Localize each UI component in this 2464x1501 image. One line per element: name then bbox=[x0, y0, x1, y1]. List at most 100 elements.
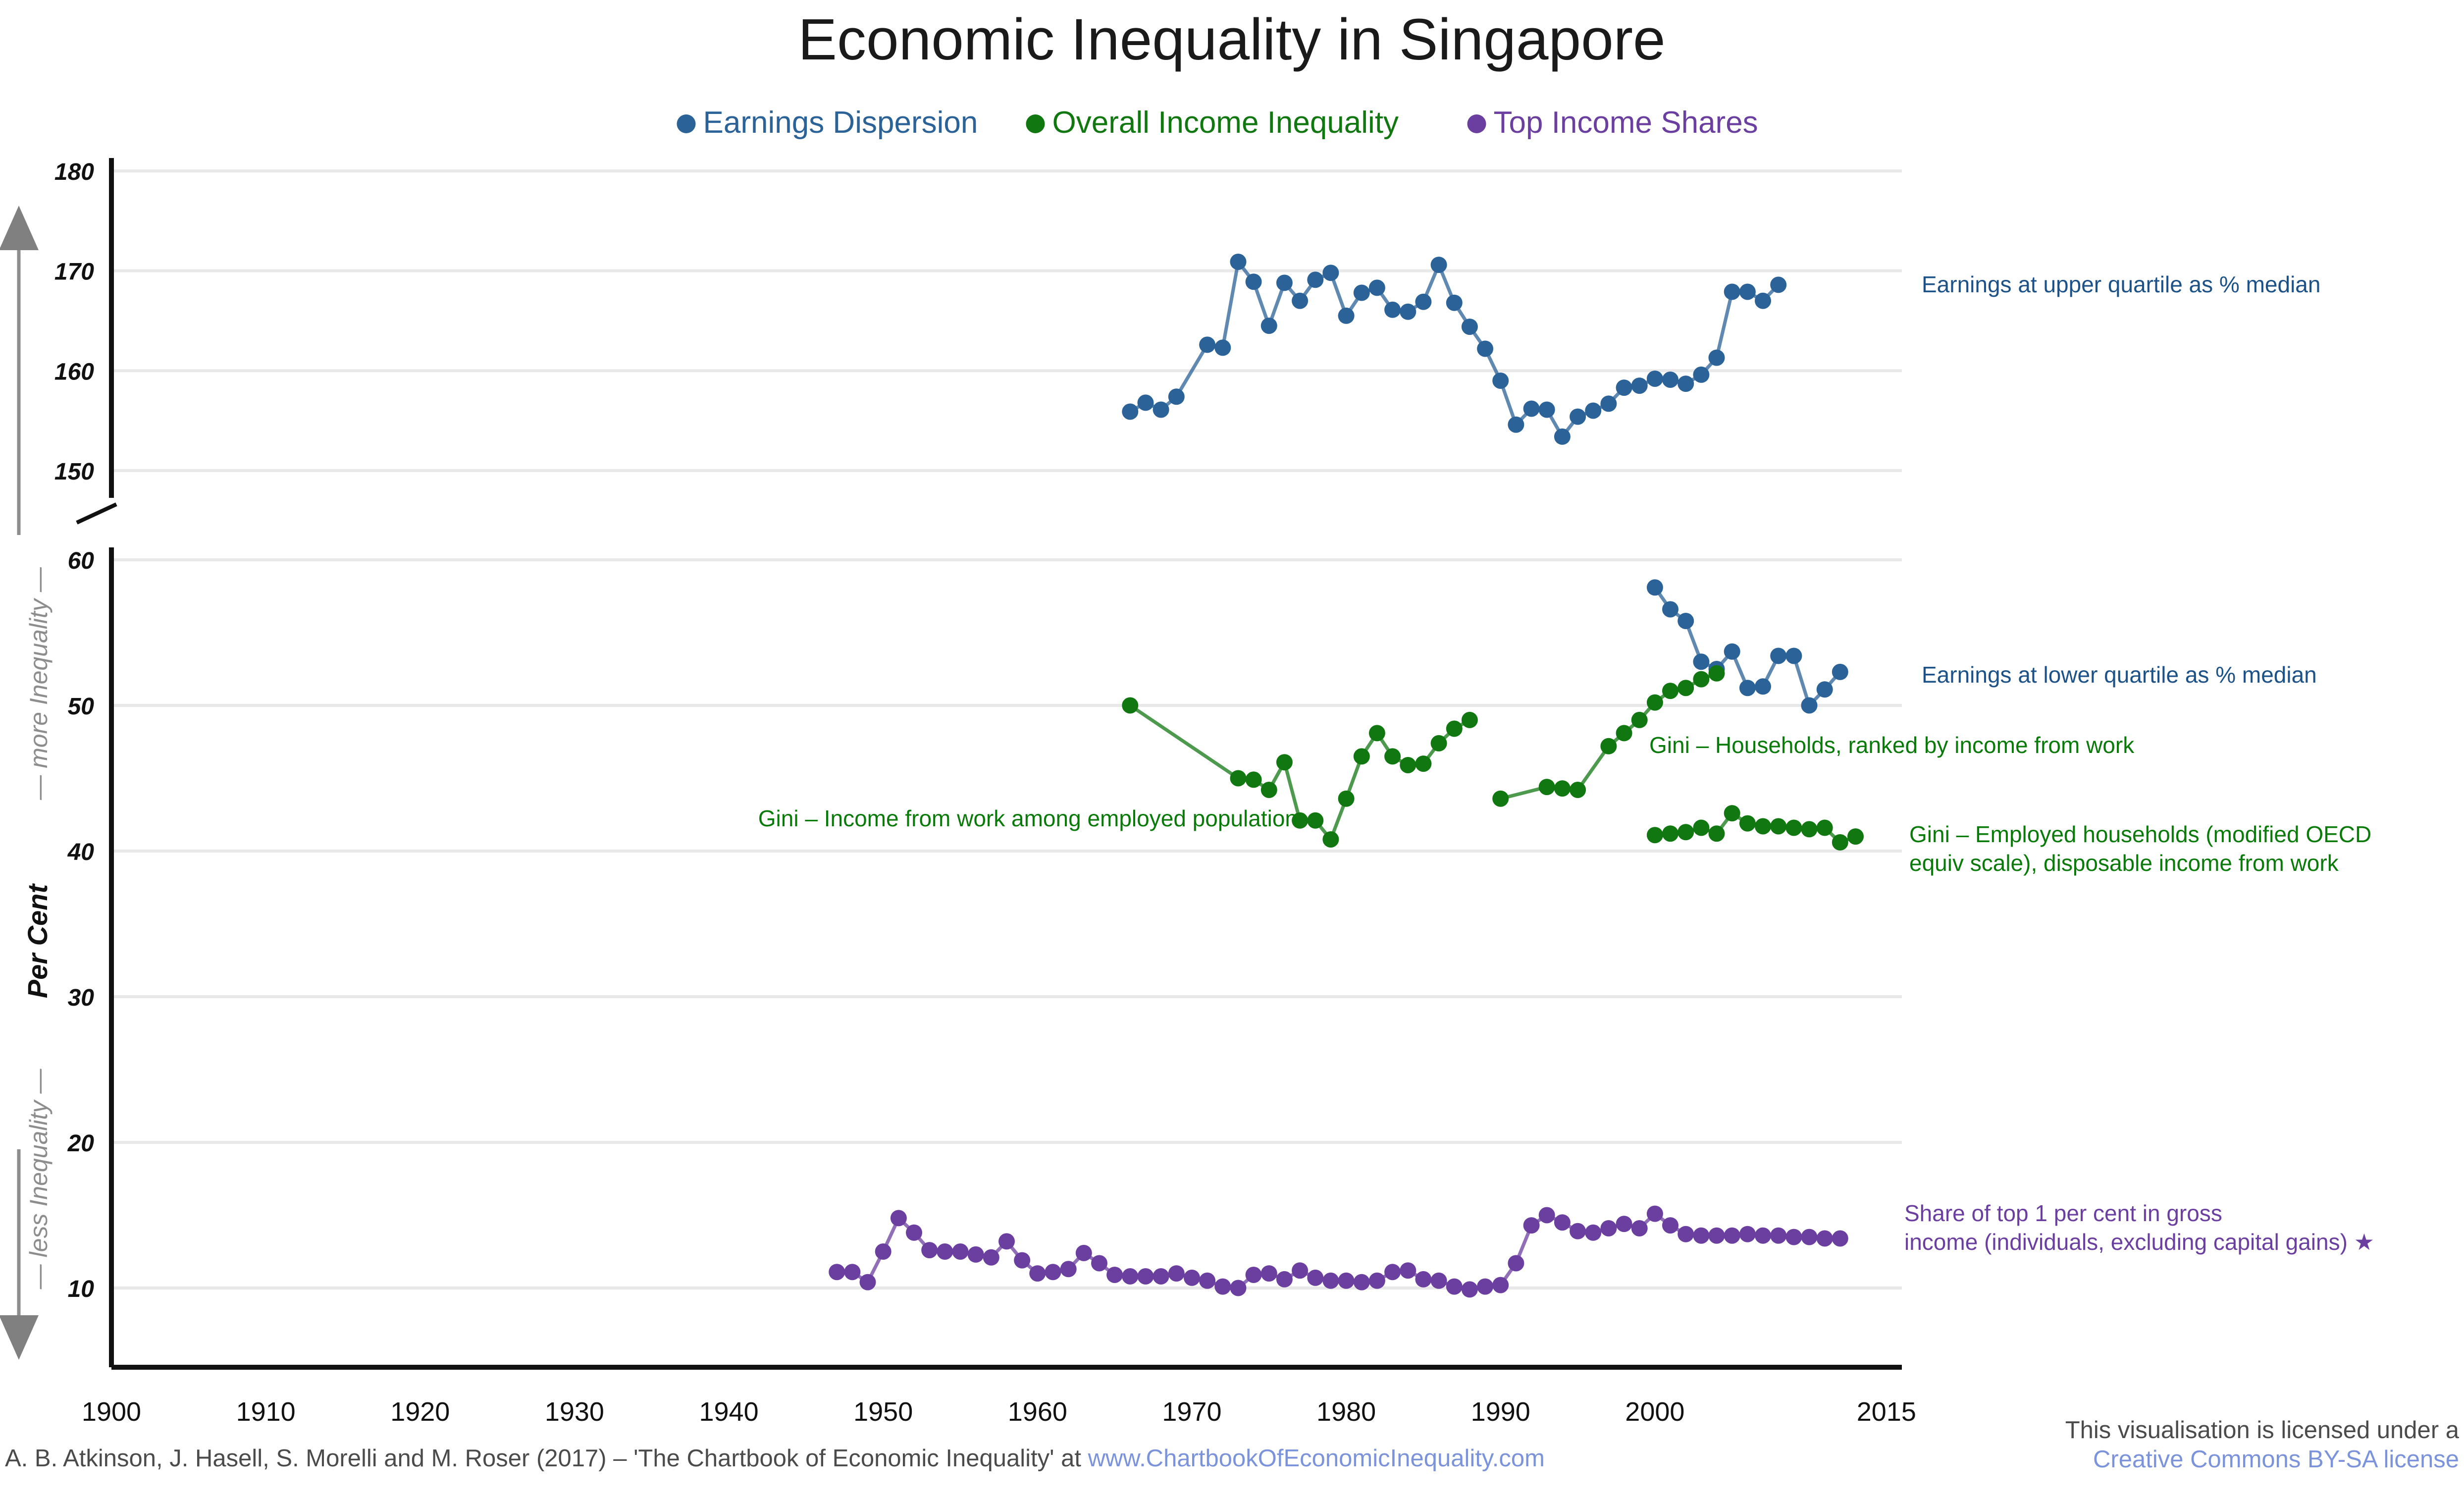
data-point bbox=[1045, 1264, 1061, 1281]
data-point bbox=[1508, 1255, 1524, 1272]
data-point bbox=[1724, 1227, 1740, 1244]
data-point bbox=[1338, 790, 1355, 807]
annotation-line: Gini – Households, ranked by income from… bbox=[1649, 732, 2135, 758]
data-point bbox=[1616, 1216, 1632, 1233]
data-point bbox=[1646, 1205, 1663, 1222]
data-point bbox=[1570, 1223, 1586, 1239]
data-point bbox=[1770, 818, 1787, 835]
data-point bbox=[1678, 1226, 1694, 1242]
data-point bbox=[1724, 283, 1740, 300]
data-point bbox=[1646, 579, 1663, 596]
data-point bbox=[1646, 827, 1663, 844]
data-point bbox=[1122, 697, 1139, 714]
data-point bbox=[1678, 824, 1694, 841]
data-point bbox=[1368, 725, 1385, 742]
data-point bbox=[1770, 276, 1787, 293]
chartbook-url-link[interactable]: www.ChartbookOfEconomicInequality.com bbox=[1088, 1445, 1545, 1472]
dot-icon bbox=[1467, 114, 1486, 133]
data-point bbox=[998, 1233, 1015, 1250]
data-point bbox=[1199, 1272, 1216, 1289]
data-point bbox=[1785, 647, 1802, 664]
chart-legend: Earnings Dispersion Overall Income Inequa… bbox=[677, 106, 1758, 140]
data-point bbox=[1338, 1272, 1355, 1289]
y-tick-label: 10 bbox=[68, 1276, 95, 1302]
data-point bbox=[1600, 738, 1617, 754]
data-point bbox=[1137, 1268, 1154, 1285]
data-point bbox=[1415, 293, 1432, 310]
data-point bbox=[967, 1246, 984, 1263]
data-point bbox=[844, 1264, 861, 1281]
data-point bbox=[1245, 273, 1262, 290]
x-tick-label: 1950 bbox=[853, 1397, 913, 1427]
x-tick-label: 1990 bbox=[1471, 1397, 1530, 1427]
data-point bbox=[1492, 373, 1509, 389]
legend-item-label: Earnings Dispersion bbox=[703, 106, 978, 140]
annotation-line: equiv scale), disposable income from wor… bbox=[1909, 850, 2339, 876]
data-point bbox=[1168, 1265, 1185, 1282]
data-point bbox=[1276, 274, 1293, 291]
x-tick-label: 1920 bbox=[390, 1397, 450, 1427]
data-point bbox=[1739, 680, 1756, 697]
license-line-1: This visualisation is licensed under a bbox=[2065, 1417, 2460, 1444]
dot-icon bbox=[677, 114, 696, 133]
legend-item-2[interactable]: Top Income Shares bbox=[1467, 106, 1758, 140]
data-point bbox=[829, 1264, 845, 1281]
data-point bbox=[1338, 307, 1355, 324]
data-point bbox=[1708, 1227, 1725, 1244]
data-point bbox=[1307, 812, 1324, 829]
annotation-line: Earnings at lower quartile as % median bbox=[1922, 662, 2317, 688]
data-point bbox=[1646, 371, 1663, 387]
arrow-down-icon bbox=[0, 1149, 39, 1360]
data-point bbox=[1400, 1262, 1416, 1279]
data-point bbox=[1214, 1278, 1231, 1295]
x-tick-label: 1900 bbox=[82, 1397, 141, 1427]
data-point bbox=[1538, 401, 1555, 418]
data-point bbox=[1755, 678, 1771, 695]
x-tick-label: 1960 bbox=[1008, 1397, 1067, 1427]
data-point bbox=[1322, 831, 1339, 848]
ann-gini-oecd: Gini – Employed households (modified OEC… bbox=[1909, 821, 2371, 876]
data-point bbox=[1662, 1217, 1678, 1234]
data-point bbox=[1678, 613, 1694, 629]
y-axis-more-inequality-label: — more Inequality — bbox=[25, 567, 52, 801]
data-point bbox=[1446, 294, 1463, 311]
data-point bbox=[1029, 1265, 1046, 1282]
data-point bbox=[1477, 340, 1494, 357]
data-point bbox=[1600, 1220, 1617, 1236]
data-point bbox=[1492, 1277, 1509, 1293]
annotation-line: Share of top 1 per cent in gross bbox=[1904, 1200, 2222, 1226]
data-point bbox=[983, 1249, 999, 1266]
data-point bbox=[1415, 755, 1432, 772]
footer: A. B. Atkinson, J. Hasell, S. Morelli an… bbox=[5, 1417, 2460, 1473]
data-point bbox=[1508, 416, 1524, 433]
data-point bbox=[1307, 1269, 1324, 1286]
data-point bbox=[1122, 403, 1139, 420]
data-point bbox=[1446, 1278, 1463, 1295]
annotation-line: Gini – Income from work among employed p… bbox=[758, 805, 1298, 831]
ann-gini-employed-pop: Gini – Income from work among employed p… bbox=[758, 805, 1298, 831]
legend-item-1[interactable]: Overall Income Inequality bbox=[1026, 106, 1399, 140]
arrow-up-icon bbox=[0, 206, 39, 535]
y-tick-label: 40 bbox=[67, 839, 95, 865]
y-tick-label: 160 bbox=[54, 359, 94, 385]
data-point bbox=[1570, 782, 1586, 798]
data-point bbox=[1122, 1268, 1139, 1285]
y-tick-label: 180 bbox=[54, 159, 94, 185]
data-point bbox=[875, 1243, 891, 1260]
data-point bbox=[1014, 1252, 1031, 1269]
data-point bbox=[1353, 1274, 1370, 1290]
data-point bbox=[1368, 1272, 1385, 1289]
data-point bbox=[1724, 643, 1740, 660]
citation-prefix: A. B. Atkinson, J. Hasell, S. Morelli an… bbox=[5, 1445, 1088, 1472]
data-point bbox=[1693, 819, 1710, 836]
data-point bbox=[1847, 828, 1864, 845]
data-point bbox=[1214, 339, 1231, 356]
data-point bbox=[1477, 1278, 1494, 1295]
legend-item-0[interactable]: Earnings Dispersion bbox=[677, 106, 978, 140]
data-point bbox=[1230, 770, 1247, 787]
y-axis-title-group: Per Cent — more Inequality — — less Ineq… bbox=[0, 206, 53, 1360]
data-point bbox=[1693, 1227, 1710, 1244]
data-point bbox=[1631, 377, 1648, 394]
data-point bbox=[1832, 1230, 1848, 1247]
